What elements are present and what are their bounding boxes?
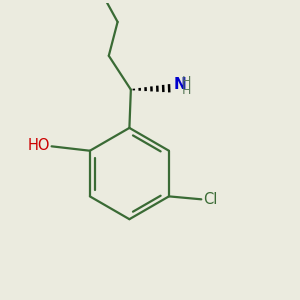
Text: HO: HO	[28, 138, 50, 153]
Text: H: H	[182, 75, 191, 88]
Text: H: H	[182, 84, 191, 97]
Text: Cl: Cl	[203, 192, 217, 207]
Text: N: N	[174, 77, 186, 92]
